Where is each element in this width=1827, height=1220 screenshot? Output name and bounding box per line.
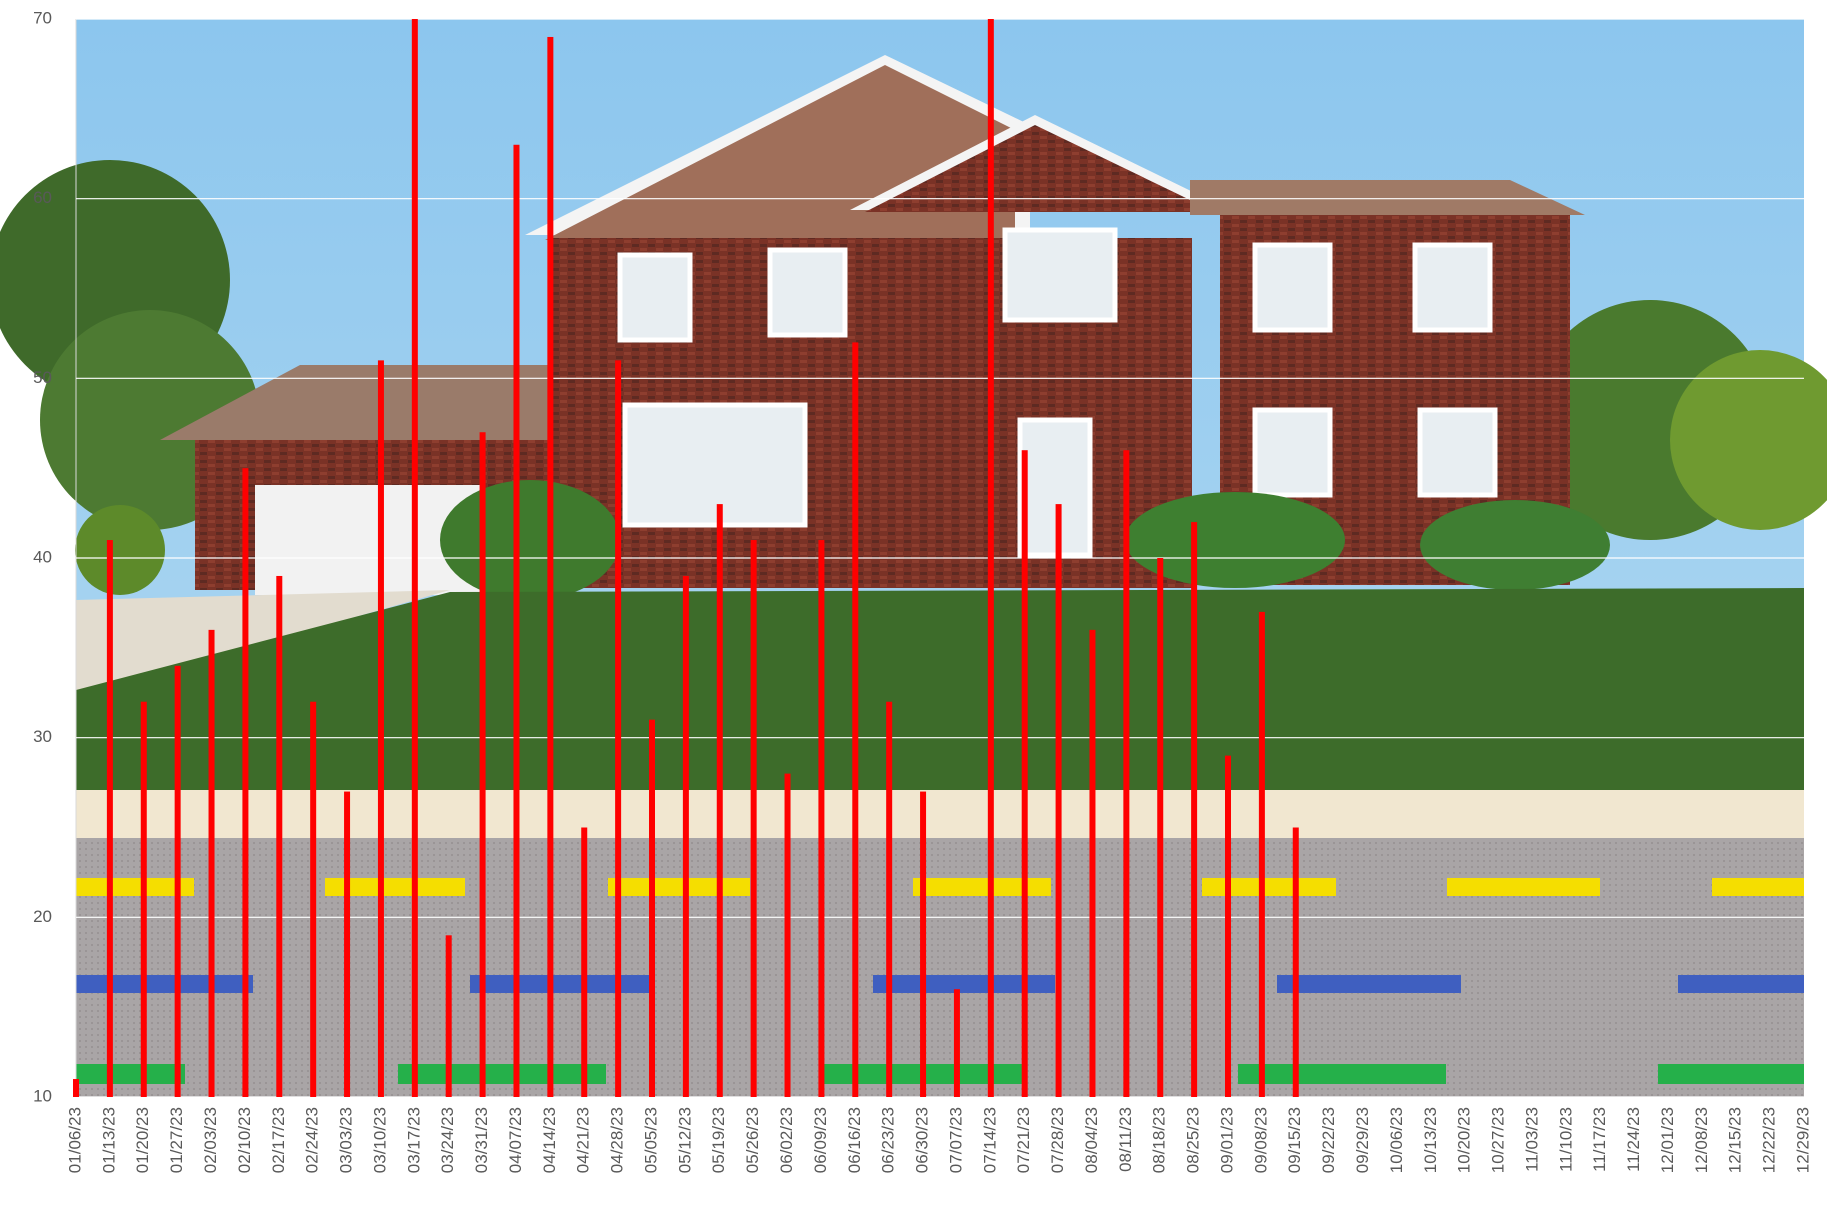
x-tick-label: 04/28/23 — [608, 1107, 627, 1173]
x-tick-label: 09/08/23 — [1251, 1107, 1270, 1173]
bar — [1191, 522, 1198, 1097]
x-tick-label: 06/02/23 — [777, 1107, 796, 1173]
bar — [581, 827, 588, 1097]
x-tick-label: 10/13/23 — [1421, 1107, 1440, 1173]
x-tick-label: 02/03/23 — [201, 1107, 220, 1173]
y-tick-label: 50 — [33, 368, 52, 387]
x-tick-label: 06/23/23 — [879, 1107, 898, 1173]
x-tick-label: 05/05/23 — [641, 1107, 660, 1173]
bar — [513, 144, 520, 1097]
bar — [1258, 611, 1265, 1097]
bar — [445, 935, 452, 1097]
bar — [174, 665, 181, 1097]
x-tick-label: 02/10/23 — [235, 1107, 254, 1173]
x-tick-label: 11/17/23 — [1590, 1107, 1609, 1172]
x-tick-label: 03/24/23 — [438, 1107, 457, 1173]
x-tick-label: 01/27/23 — [167, 1107, 186, 1173]
x-tick-label: 03/17/23 — [404, 1107, 423, 1173]
x-tick-label: 10/06/23 — [1387, 1107, 1406, 1173]
x-tick-label: 06/30/23 — [913, 1107, 932, 1173]
x-tick-label: 08/04/23 — [1082, 1107, 1101, 1173]
x-tick-label: 11/24/23 — [1624, 1107, 1643, 1172]
x-tick-label: 01/06/23 — [65, 1107, 84, 1173]
x-tick-label: 03/31/23 — [472, 1107, 491, 1173]
x-tick-label: 10/27/23 — [1489, 1107, 1508, 1173]
bar — [276, 575, 283, 1097]
bar — [208, 629, 215, 1097]
bar — [310, 701, 317, 1097]
x-tick-label: 08/25/23 — [1184, 1107, 1203, 1173]
bar — [242, 468, 249, 1098]
bar — [1089, 629, 1096, 1097]
x-tick-label: 07/14/23 — [980, 1107, 999, 1173]
x-tick-label: 06/16/23 — [845, 1107, 864, 1173]
x-tick-label: 12/08/23 — [1692, 1107, 1711, 1173]
x-tick-label: 04/07/23 — [506, 1107, 525, 1173]
bar — [1157, 558, 1164, 1097]
bar — [1055, 504, 1062, 1098]
x-tick-label: 06/09/23 — [811, 1107, 830, 1173]
bar — [1021, 450, 1028, 1097]
x-tick-label: 04/14/23 — [540, 1107, 559, 1173]
bar — [784, 773, 791, 1097]
bar — [547, 36, 554, 1097]
bar — [140, 701, 147, 1097]
x-tick-label: 04/21/23 — [574, 1107, 593, 1173]
x-tick-label: 12/01/23 — [1658, 1107, 1677, 1173]
x-tick-label: 08/11/23 — [1116, 1107, 1135, 1172]
x-tick-label: 05/12/23 — [675, 1107, 694, 1173]
bar — [818, 540, 825, 1097]
x-tick-label: 02/24/23 — [303, 1107, 322, 1173]
x-tick-label: 09/15/23 — [1285, 1107, 1304, 1173]
x-tick-label: 12/22/23 — [1760, 1107, 1779, 1173]
x-tick-label: 11/10/23 — [1556, 1107, 1575, 1172]
bar — [649, 719, 655, 1097]
bar — [377, 360, 384, 1097]
bar — [1225, 755, 1231, 1097]
x-tick-label: 09/29/23 — [1353, 1107, 1372, 1173]
x-tick-label: 11/03/23 — [1522, 1107, 1541, 1172]
x-tick-label: 12/15/23 — [1726, 1107, 1745, 1173]
x-tick-label: 09/01/23 — [1217, 1107, 1236, 1173]
x-tick-label: 12/29/23 — [1793, 1107, 1812, 1173]
bar — [953, 989, 960, 1097]
bar — [73, 1079, 79, 1097]
bar — [852, 342, 859, 1097]
x-tick-label: 07/21/23 — [1014, 1107, 1033, 1173]
bar — [1292, 827, 1299, 1097]
x-tick-label: 09/22/23 — [1319, 1107, 1338, 1173]
y-tick-label: 20 — [33, 907, 52, 926]
x-tick-label: 07/07/23 — [946, 1107, 965, 1173]
bar — [920, 791, 927, 1097]
x-tick-label: 02/17/23 — [269, 1107, 288, 1173]
bar — [886, 701, 893, 1097]
x-tick-label: 05/26/23 — [743, 1107, 762, 1173]
bar — [479, 432, 486, 1097]
x-tick-label: 03/03/23 — [337, 1107, 356, 1173]
x-tick-label: 05/19/23 — [709, 1107, 728, 1173]
x-tick-label: 10/20/23 — [1455, 1107, 1474, 1173]
y-tick-label: 10 — [33, 1086, 52, 1105]
x-tick-label: 08/18/23 — [1150, 1107, 1169, 1173]
bar — [106, 540, 113, 1097]
bar — [682, 575, 689, 1097]
bar — [411, 19, 418, 1097]
y-tick-label: 30 — [33, 727, 52, 746]
bar — [1123, 450, 1130, 1097]
bar — [750, 540, 757, 1097]
x-tick-label: 07/28/23 — [1048, 1107, 1067, 1173]
x-tick-label: 03/10/23 — [370, 1107, 389, 1173]
y-tick-label: 70 — [33, 8, 52, 27]
y-tick-label: 40 — [33, 547, 52, 566]
x-tick-label: 01/20/23 — [133, 1107, 152, 1173]
y-tick-label: 60 — [33, 188, 52, 207]
x-tick-label: 01/13/23 — [99, 1107, 118, 1173]
bar — [615, 360, 622, 1097]
bar — [987, 19, 994, 1097]
bar — [716, 504, 723, 1098]
bar — [344, 791, 351, 1097]
